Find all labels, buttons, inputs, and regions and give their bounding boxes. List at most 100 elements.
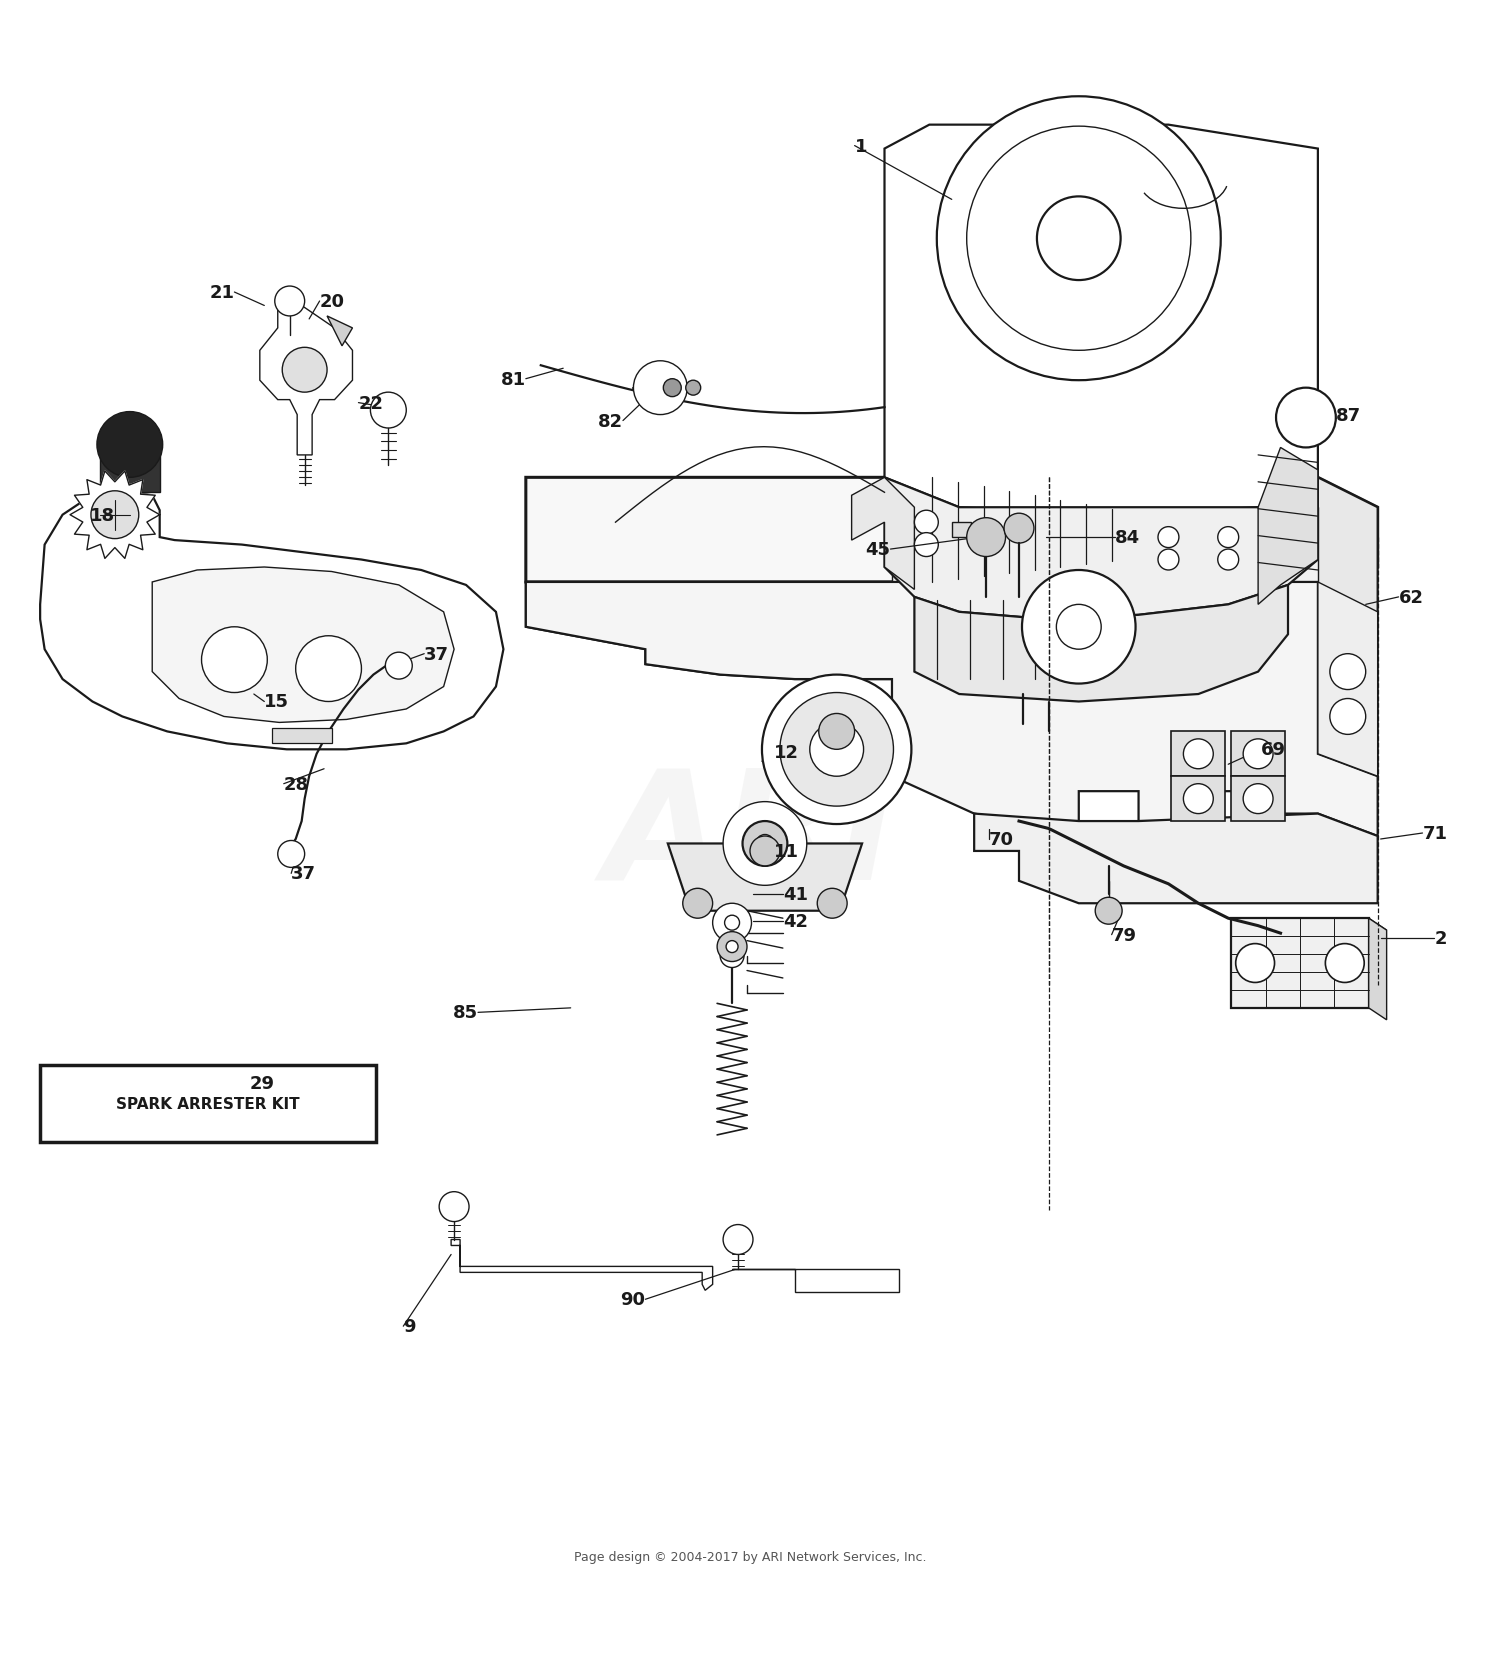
Polygon shape: [100, 448, 159, 494]
Circle shape: [1244, 785, 1274, 815]
Circle shape: [682, 888, 712, 918]
Circle shape: [440, 1191, 470, 1221]
Circle shape: [201, 627, 267, 693]
Text: ARI: ARI: [603, 761, 897, 912]
Polygon shape: [1368, 918, 1386, 1021]
Text: 1: 1: [855, 137, 867, 156]
Text: 15: 15: [264, 693, 290, 711]
Circle shape: [915, 510, 939, 535]
Circle shape: [663, 380, 681, 398]
Circle shape: [717, 932, 747, 962]
Circle shape: [810, 723, 864, 776]
Circle shape: [819, 714, 855, 750]
Text: 71: 71: [1422, 825, 1448, 843]
Circle shape: [1330, 654, 1365, 691]
Circle shape: [1276, 388, 1336, 448]
Polygon shape: [732, 1270, 900, 1292]
Circle shape: [386, 652, 412, 679]
Text: 81: 81: [501, 370, 526, 388]
Circle shape: [726, 940, 738, 954]
Circle shape: [633, 361, 687, 415]
Circle shape: [1022, 570, 1136, 684]
Text: 87: 87: [1336, 407, 1360, 425]
Circle shape: [274, 286, 304, 316]
Polygon shape: [668, 843, 862, 912]
Text: 22: 22: [358, 395, 384, 412]
Text: 84: 84: [1114, 529, 1140, 547]
Circle shape: [1184, 785, 1214, 815]
Polygon shape: [1258, 448, 1318, 606]
Polygon shape: [452, 1240, 712, 1290]
Polygon shape: [951, 524, 970, 537]
Text: 79: 79: [1112, 927, 1137, 944]
Text: 69: 69: [1262, 741, 1286, 760]
Circle shape: [1036, 197, 1120, 281]
Polygon shape: [526, 582, 1377, 836]
Circle shape: [98, 412, 162, 478]
Polygon shape: [885, 125, 1318, 515]
Circle shape: [1095, 898, 1122, 925]
Circle shape: [915, 534, 939, 557]
Polygon shape: [974, 815, 1377, 903]
Text: Page design © 2004-2017 by ARI Network Services, Inc.: Page design © 2004-2017 by ARI Network S…: [573, 1549, 926, 1563]
Polygon shape: [1232, 776, 1286, 821]
Text: 29: 29: [249, 1074, 274, 1092]
Circle shape: [1056, 606, 1101, 649]
Circle shape: [966, 519, 1005, 557]
Circle shape: [282, 348, 327, 393]
Polygon shape: [915, 586, 1288, 703]
Text: 20: 20: [320, 293, 345, 311]
Polygon shape: [1232, 733, 1286, 776]
Polygon shape: [152, 567, 454, 723]
Text: 2: 2: [1434, 929, 1448, 947]
Circle shape: [1244, 739, 1274, 770]
Circle shape: [966, 127, 1191, 351]
Polygon shape: [526, 478, 1377, 582]
Polygon shape: [272, 729, 332, 744]
Circle shape: [686, 381, 700, 397]
Text: 37: 37: [291, 865, 316, 883]
Polygon shape: [885, 478, 1318, 621]
Circle shape: [742, 821, 788, 867]
Text: 82: 82: [598, 412, 622, 430]
Text: 42: 42: [783, 913, 808, 930]
Circle shape: [278, 842, 304, 868]
Polygon shape: [260, 306, 352, 455]
Text: 70: 70: [988, 830, 1014, 848]
Text: 45: 45: [865, 540, 891, 559]
Circle shape: [1236, 944, 1275, 982]
Text: 28: 28: [284, 775, 309, 793]
Polygon shape: [327, 316, 352, 346]
Circle shape: [712, 903, 752, 942]
Circle shape: [1158, 527, 1179, 549]
Circle shape: [1004, 514, 1034, 544]
Circle shape: [92, 492, 140, 539]
Circle shape: [1330, 699, 1365, 734]
Circle shape: [750, 836, 780, 867]
Text: 18: 18: [90, 507, 114, 524]
Circle shape: [723, 801, 807, 885]
Circle shape: [938, 97, 1221, 381]
Polygon shape: [1318, 582, 1377, 776]
Circle shape: [1184, 739, 1214, 770]
Text: 9: 9: [404, 1317, 416, 1335]
Circle shape: [818, 888, 848, 918]
Text: 37: 37: [424, 646, 448, 663]
Polygon shape: [892, 478, 1318, 582]
Polygon shape: [526, 582, 892, 679]
Circle shape: [1218, 550, 1239, 570]
Circle shape: [1326, 944, 1364, 982]
Polygon shape: [1232, 918, 1368, 1009]
Circle shape: [724, 915, 740, 930]
Polygon shape: [40, 494, 504, 750]
Circle shape: [780, 693, 894, 806]
Text: 90: 90: [621, 1290, 645, 1308]
Text: 12: 12: [774, 744, 800, 761]
Text: 41: 41: [783, 885, 808, 903]
Text: SPARK ARRESTER KIT: SPARK ARRESTER KIT: [117, 1096, 300, 1111]
Circle shape: [762, 676, 912, 825]
Polygon shape: [1232, 918, 1386, 930]
Circle shape: [720, 944, 744, 969]
Text: 62: 62: [1398, 589, 1423, 607]
Polygon shape: [1172, 733, 1225, 776]
